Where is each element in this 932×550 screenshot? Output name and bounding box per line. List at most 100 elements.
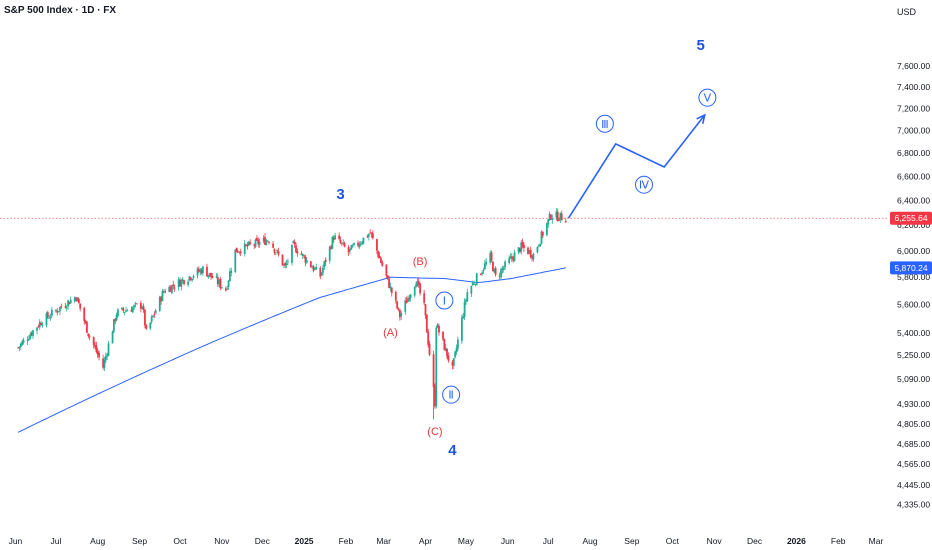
candle-body bbox=[125, 310, 127, 312]
candle-body bbox=[330, 247, 332, 249]
x-month-label: Mar bbox=[376, 536, 391, 546]
candle-body bbox=[192, 276, 195, 278]
y-tick-label: 5,400.00 bbox=[897, 328, 930, 338]
x-month-label: Jun bbox=[9, 536, 23, 546]
candle-body bbox=[432, 354, 435, 388]
candle-body bbox=[558, 220, 560, 221]
candle-body bbox=[509, 256, 512, 259]
candle-body bbox=[69, 299, 72, 304]
candle-body bbox=[73, 297, 76, 302]
candle-body bbox=[56, 310, 59, 313]
candle-body bbox=[369, 232, 372, 234]
candle-body bbox=[512, 257, 515, 261]
y-tick-label: 6,400.00 bbox=[897, 195, 930, 205]
candle-body bbox=[92, 336, 95, 345]
candle-body bbox=[103, 360, 106, 368]
wave-labels-layer: 3 4 5 (A) (B) (C) Ⅰ Ⅱ Ⅲ Ⅳ Ⅴ bbox=[336, 37, 717, 459]
candle-body bbox=[415, 284, 417, 288]
candle-body bbox=[135, 303, 138, 305]
candle-body bbox=[111, 331, 114, 344]
candle-body bbox=[334, 235, 337, 240]
candle-body bbox=[339, 239, 342, 243]
candle-body bbox=[386, 275, 389, 278]
candle-body bbox=[404, 300, 407, 312]
candle-body bbox=[377, 251, 380, 258]
candle-body bbox=[291, 244, 293, 263]
candle-body bbox=[38, 322, 41, 328]
candle-body bbox=[117, 309, 119, 316]
x-month-label: Oct bbox=[666, 536, 680, 546]
candle-body bbox=[130, 309, 133, 312]
candle-body bbox=[133, 305, 136, 308]
candle-body bbox=[366, 236, 369, 238]
wave-label-iv: Ⅳ bbox=[639, 179, 650, 192]
y-tick-label: 5,090.00 bbox=[897, 374, 930, 384]
candle-body bbox=[350, 245, 353, 250]
y-tick-label: 4,805.00 bbox=[897, 419, 930, 429]
candle-body bbox=[463, 301, 466, 318]
candle-body bbox=[161, 291, 164, 302]
chart-title: S&P 500 Index · 1D · FX bbox=[4, 5, 117, 16]
candle-body bbox=[442, 331, 444, 340]
candle-body bbox=[145, 325, 148, 329]
wave-circle-iv bbox=[635, 175, 653, 194]
y-tick-label: 6,200.00 bbox=[897, 220, 930, 230]
candle-body bbox=[134, 303, 137, 305]
candle-body bbox=[328, 246, 331, 261]
candle-body bbox=[234, 249, 237, 273]
y-tick-label: 5,600.00 bbox=[897, 300, 930, 310]
candle-body bbox=[343, 243, 346, 247]
candle-body bbox=[304, 256, 307, 263]
candle-body bbox=[46, 312, 49, 318]
price-axis[interactable]: 7,600.00 7,400.00 7,200.00 7,000.00 6,800.00… bbox=[890, 61, 932, 510]
candle-body bbox=[423, 293, 426, 303]
candle-body bbox=[564, 221, 567, 223]
candle-body bbox=[113, 319, 115, 332]
wave-circle-ii bbox=[442, 385, 461, 404]
candle-body bbox=[501, 268, 504, 271]
candle-body bbox=[215, 276, 218, 278]
wave-label-iii: Ⅲ bbox=[601, 118, 609, 131]
candle-body bbox=[323, 261, 326, 268]
candle-body bbox=[26, 339, 29, 342]
candle-body bbox=[389, 286, 392, 289]
candle-body bbox=[227, 280, 230, 288]
candle-body bbox=[397, 307, 400, 309]
x-month-label: Nov bbox=[707, 536, 723, 546]
candle-body bbox=[150, 316, 153, 322]
projection-arrowhead bbox=[696, 113, 706, 124]
candle-body bbox=[158, 296, 161, 311]
candle-body bbox=[162, 291, 165, 293]
candle-body bbox=[322, 267, 324, 273]
candle-body bbox=[197, 269, 200, 272]
candle-body bbox=[301, 253, 304, 256]
y-tick-label: 7,200.00 bbox=[897, 103, 930, 113]
candle-body bbox=[446, 348, 448, 357]
time-axis[interactable]: Jun Jul Aug Sep Oct Nov Dec 2025 Feb Mar Apr May Jun… bbox=[9, 536, 884, 546]
candle-body bbox=[407, 298, 409, 302]
candle-body bbox=[539, 243, 542, 247]
candle-body bbox=[102, 358, 105, 368]
candle-body bbox=[94, 344, 96, 347]
candle-body bbox=[517, 247, 520, 252]
y-tick-label: 5,250.00 bbox=[897, 350, 930, 360]
candle-body bbox=[332, 237, 335, 240]
candle-body bbox=[481, 272, 484, 274]
currency-label: USD bbox=[897, 7, 917, 17]
wave-label-ii: Ⅱ bbox=[448, 389, 453, 402]
x-month-label: Mar bbox=[869, 536, 884, 546]
candle-body bbox=[152, 315, 154, 318]
wave-label-i: Ⅰ bbox=[443, 294, 446, 307]
candle-body bbox=[67, 300, 69, 307]
candle-body bbox=[36, 327, 38, 331]
candle-body bbox=[331, 237, 334, 249]
candle-body bbox=[424, 304, 427, 316]
candle-body bbox=[218, 280, 221, 285]
moving-average-layer bbox=[17, 267, 566, 433]
candle-body bbox=[390, 287, 393, 293]
candle-body bbox=[87, 333, 90, 336]
candle-body bbox=[123, 311, 126, 313]
x-month-label: 2026 bbox=[787, 536, 806, 546]
y-tick-label: 4,685.00 bbox=[897, 439, 930, 449]
